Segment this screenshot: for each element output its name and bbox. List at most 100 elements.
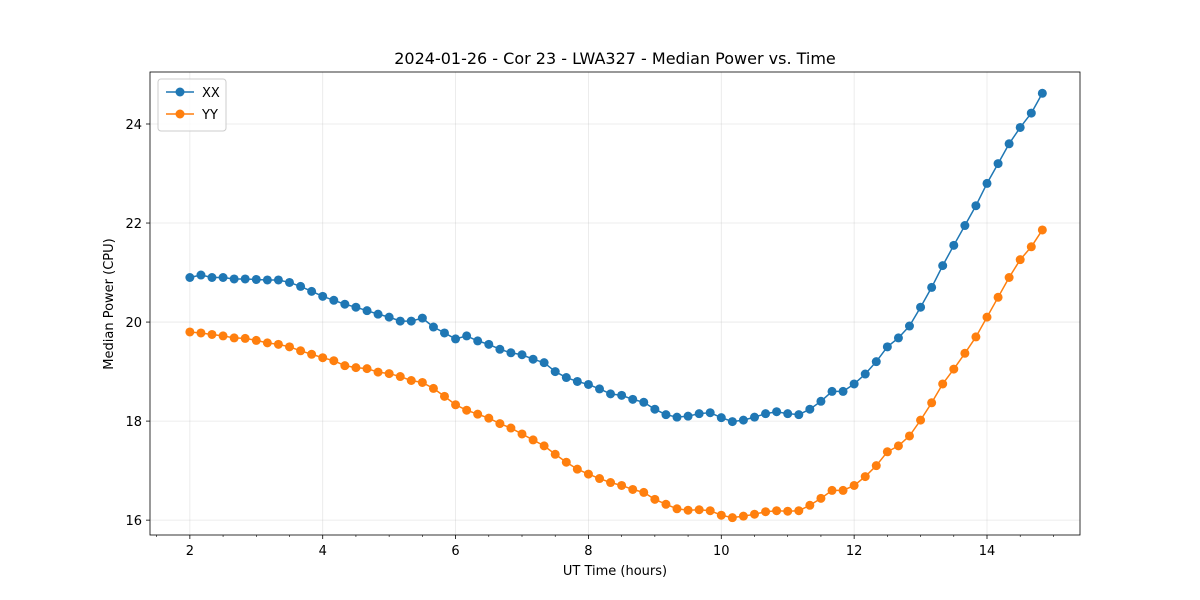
data-point-yy xyxy=(406,376,416,385)
data-point-yy xyxy=(716,510,726,520)
data-point-xx xyxy=(207,273,217,282)
data-point-xx xyxy=(572,376,582,386)
data-point-yy xyxy=(561,457,571,467)
data-point-yy xyxy=(661,499,671,509)
data-point-yy xyxy=(185,327,195,337)
data-point-xx xyxy=(307,286,317,296)
data-point-xx xyxy=(484,339,494,349)
data-point-xx xyxy=(738,415,748,425)
data-point-yy xyxy=(285,342,294,352)
data-point-yy xyxy=(473,409,483,419)
data-point-yy xyxy=(329,356,339,366)
data-point-xx xyxy=(517,350,527,360)
data-point-xx xyxy=(661,410,671,420)
data-point-yy xyxy=(1015,255,1025,265)
data-point-xx xyxy=(417,313,427,323)
data-point-xx xyxy=(285,277,294,287)
data-point-xx xyxy=(816,396,826,406)
data-point-yy xyxy=(373,367,383,377)
data-point-xx xyxy=(262,275,272,285)
data-point-yy xyxy=(517,429,527,439)
data-point-xx xyxy=(971,201,981,211)
data-point-xx xyxy=(373,309,383,319)
data-point-yy xyxy=(318,353,328,363)
data-point-yy xyxy=(993,292,1003,302)
y-tick-label: 22 xyxy=(125,217,142,232)
data-point-yy xyxy=(783,506,793,516)
data-point-xx xyxy=(318,291,328,301)
data-point-xx xyxy=(750,412,759,422)
plot-frame xyxy=(149,71,1081,536)
data-point-yy xyxy=(307,349,317,359)
data-point-yy xyxy=(672,504,682,514)
x-tick-label: 6 xyxy=(451,544,459,559)
data-point-yy xyxy=(451,400,461,410)
data-point-xx xyxy=(462,331,472,341)
data-point-yy xyxy=(428,383,438,393)
data-point-yy xyxy=(550,449,560,459)
data-point-yy xyxy=(938,379,948,389)
data-point-yy xyxy=(595,474,605,484)
data-point-xx xyxy=(727,417,737,427)
data-point-yy xyxy=(218,331,228,341)
data-point-xx xyxy=(395,316,405,326)
y-tick-label: 20 xyxy=(125,316,142,331)
data-point-xx xyxy=(639,397,649,407)
data-point-xx xyxy=(716,413,726,423)
data-point-yy xyxy=(960,348,970,358)
data-point-xx xyxy=(528,354,538,364)
data-point-yy xyxy=(683,505,693,515)
data-point-xx xyxy=(539,358,549,368)
data-point-yy xyxy=(439,391,449,401)
series-layer xyxy=(185,88,1047,523)
data-point-yy xyxy=(1026,242,1036,252)
data-point-yy xyxy=(340,361,350,371)
data-point-xx xyxy=(617,390,627,400)
data-point-xx xyxy=(849,379,859,389)
data-point-xx xyxy=(550,367,560,377)
data-point-yy xyxy=(772,506,782,516)
data-point-xx xyxy=(694,409,704,419)
data-point-yy xyxy=(639,487,649,497)
data-point-xx xyxy=(428,322,438,332)
data-point-yy xyxy=(484,413,494,423)
data-point-xx xyxy=(351,302,361,312)
data-point-yy xyxy=(240,333,250,343)
data-point-xx xyxy=(927,282,937,292)
data-point-xx xyxy=(218,273,228,282)
data-point-yy xyxy=(395,372,405,382)
data-point-xx xyxy=(273,275,283,285)
data-point-yy xyxy=(262,338,272,348)
data-point-xx xyxy=(960,221,970,231)
data-point-xx xyxy=(893,333,903,343)
data-point-yy xyxy=(362,364,372,374)
data-point-yy xyxy=(694,505,704,515)
data-point-xx xyxy=(1004,139,1014,149)
data-point-yy xyxy=(816,493,826,503)
data-point-yy xyxy=(949,364,959,374)
data-point-xx xyxy=(583,379,593,389)
data-point-xx xyxy=(882,342,892,352)
data-point-xx xyxy=(473,336,483,346)
x-tick-label: 4 xyxy=(319,544,327,559)
data-point-yy xyxy=(805,500,815,510)
data-point-yy xyxy=(417,377,427,387)
data-point-yy xyxy=(273,339,283,349)
data-point-xx xyxy=(495,344,505,354)
y-tick-label: 18 xyxy=(125,415,142,430)
data-point-xx xyxy=(1037,88,1047,98)
data-point-xx xyxy=(904,321,914,331)
data-point-xx xyxy=(871,357,881,367)
data-point-xx xyxy=(838,386,848,396)
data-point-yy xyxy=(384,369,394,379)
legend-label-yy: YY xyxy=(201,108,218,123)
data-point-xx xyxy=(805,404,815,414)
data-point-yy xyxy=(207,329,217,339)
data-point-xx xyxy=(650,404,660,414)
x-tick-label: 8 xyxy=(584,544,592,559)
x-tick-label: 2 xyxy=(186,544,194,559)
x-tick-label: 10 xyxy=(713,544,730,559)
data-point-yy xyxy=(882,447,892,457)
data-point-xx xyxy=(794,410,804,420)
